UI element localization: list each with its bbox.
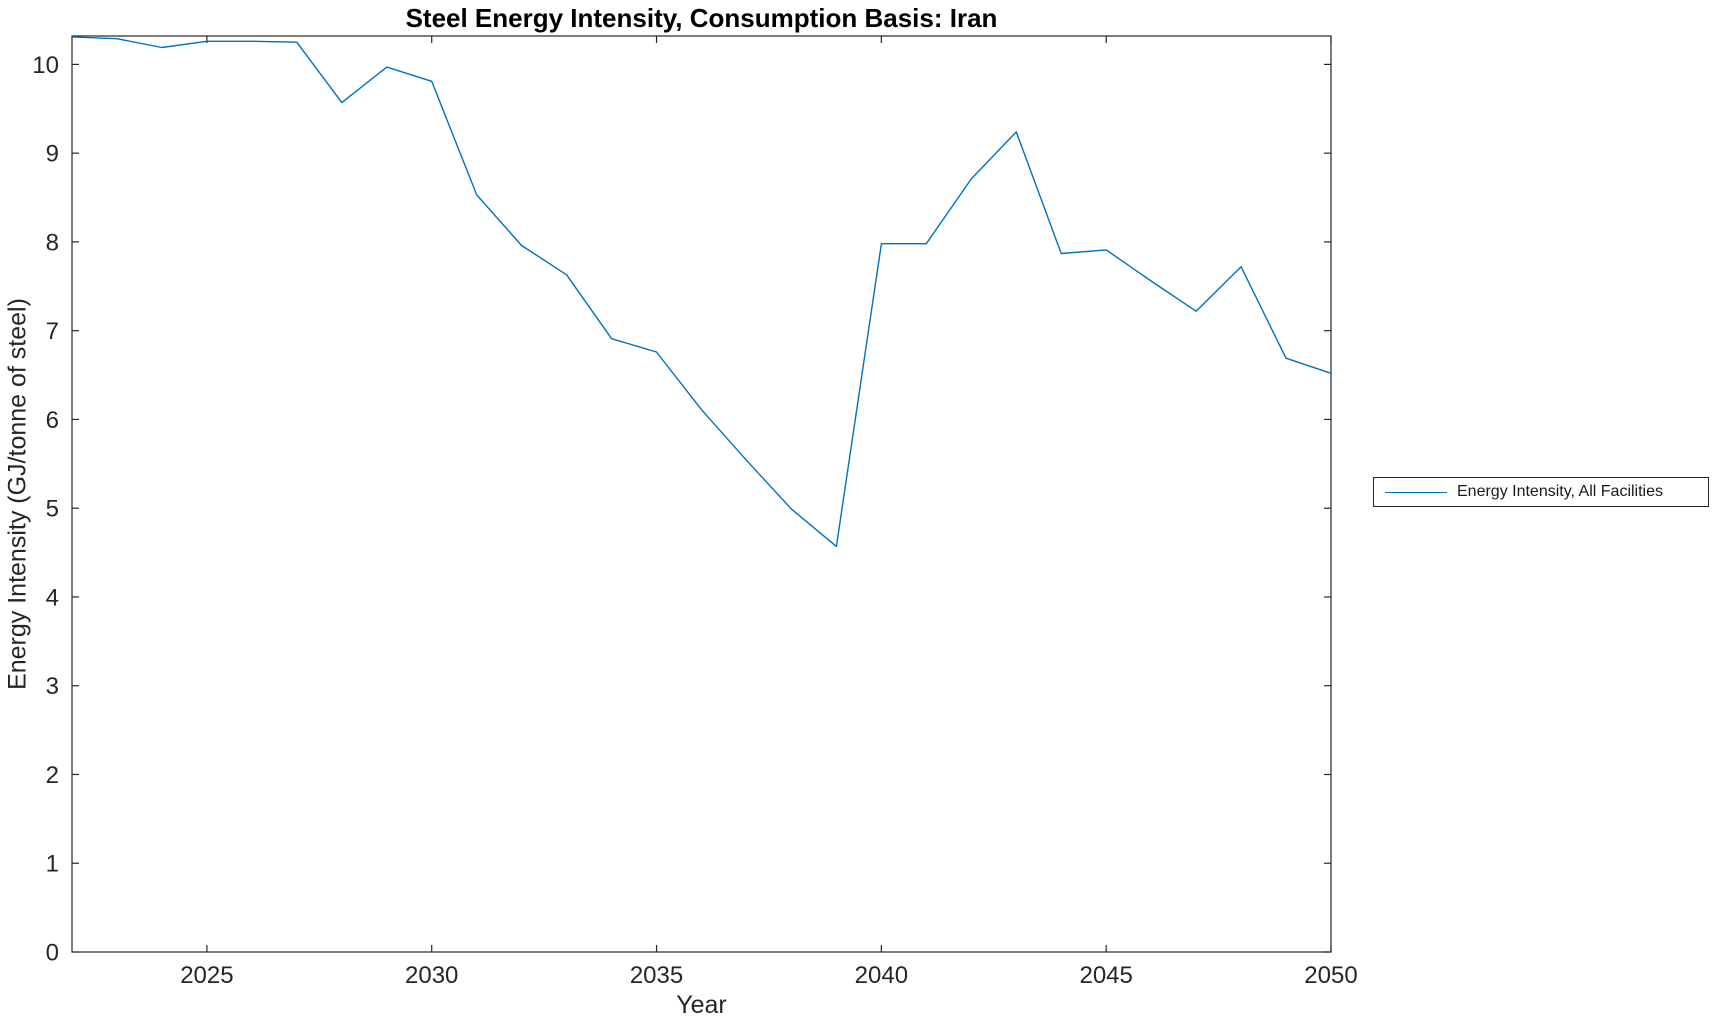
legend-box: Energy Intensity, All Facilities bbox=[1373, 477, 1709, 507]
y-tick-label: 7 bbox=[46, 318, 59, 345]
x-tick-label: 2035 bbox=[630, 962, 683, 989]
x-tick-label: 2050 bbox=[1304, 962, 1357, 989]
data-line bbox=[71, 36, 1332, 548]
legend-line-sample bbox=[1385, 491, 1447, 493]
y-tick-label: 1 bbox=[46, 851, 59, 878]
y-axis-label: Energy Intensity (GJ/tonne of steel) bbox=[3, 298, 32, 690]
chart-title: Steel Energy Intensity, Consumption Basi… bbox=[405, 3, 998, 33]
legend-entry-label: Energy Intensity, All Facilities bbox=[1457, 483, 1664, 500]
x-tick-label: 2040 bbox=[855, 962, 908, 989]
y-tick-label: 0 bbox=[46, 940, 59, 967]
y-tick-label: 8 bbox=[46, 229, 59, 256]
y-tick-label: 2 bbox=[46, 762, 59, 789]
y-tick-label: 6 bbox=[46, 407, 59, 434]
x-axis-label: Year bbox=[676, 991, 727, 1019]
x-tick-label: 2030 bbox=[405, 962, 458, 989]
y-tick-label: 4 bbox=[46, 584, 59, 611]
y-tick-label: 3 bbox=[46, 673, 59, 700]
x-tick-label: 2045 bbox=[1079, 962, 1132, 989]
x-tick-label: 2025 bbox=[180, 962, 233, 989]
y-tick-label: 9 bbox=[46, 141, 59, 168]
y-tick-label: 5 bbox=[46, 496, 59, 523]
y-tick-label: 10 bbox=[32, 52, 59, 79]
plot-box bbox=[71, 35, 1332, 953]
